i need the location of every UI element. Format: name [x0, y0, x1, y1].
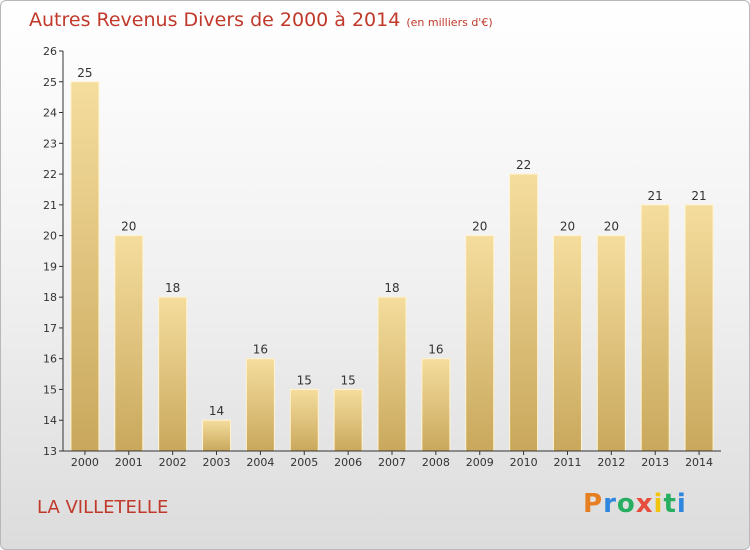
- bar: [552, 235, 582, 452]
- y-tick-label: 15: [43, 383, 57, 396]
- y-tick-label: 14: [43, 414, 57, 427]
- x-tick-label: 2006: [334, 456, 362, 469]
- bar: [640, 204, 670, 452]
- y-tick-label: 26: [43, 45, 57, 58]
- data-label: 21: [648, 189, 663, 203]
- data-label: 20: [560, 220, 575, 234]
- y-tick-label: 16: [43, 353, 57, 366]
- x-tick-label: 2002: [159, 456, 187, 469]
- data-label: 18: [384, 281, 399, 295]
- x-tick-label: 2000: [71, 456, 99, 469]
- x-tick-label: 2004: [246, 456, 274, 469]
- bar: [333, 388, 363, 452]
- data-label: 21: [691, 189, 706, 203]
- chart-title: Autres Revenus Divers de 2000 à 2014 (en …: [29, 9, 493, 31]
- x-tick-label: 2012: [597, 456, 625, 469]
- bar: [158, 296, 188, 452]
- logo-letter: i: [676, 489, 687, 519]
- y-tick-label: 22: [43, 168, 57, 181]
- axes: 13 14 15 16 17 18 19 20 21 22 23 24 25 26 2000 2001 2002…: [43, 45, 721, 469]
- logo-letter: o: [616, 489, 636, 519]
- bar: [70, 81, 100, 452]
- data-label: 20: [604, 220, 619, 234]
- data-label: 20: [472, 220, 487, 234]
- proxiti-logo: Proxiti: [583, 489, 687, 519]
- y-tick-label: 18: [43, 291, 57, 304]
- bar: [509, 173, 539, 452]
- bar: [114, 235, 144, 452]
- bar: [202, 419, 232, 452]
- x-tick-label: 2008: [422, 456, 450, 469]
- logo-letter: i: [653, 489, 664, 519]
- x-tick-label: 2007: [378, 456, 406, 469]
- bar: [684, 204, 714, 452]
- data-label: 15: [340, 373, 355, 387]
- title-text: Autres Revenus Divers de 2000 à 2014: [29, 9, 401, 31]
- title-unit: (en milliers d'€): [406, 16, 493, 29]
- y-tick-label: 19: [43, 260, 57, 273]
- bar: [465, 235, 495, 452]
- bar: [377, 296, 407, 452]
- x-tick-label: 2010: [510, 456, 538, 469]
- data-label: 16: [428, 343, 443, 357]
- y-tick-label: 24: [43, 107, 57, 120]
- x-tick-label: 2009: [466, 456, 494, 469]
- x-tick-label: 2011: [553, 456, 581, 469]
- bar: [421, 358, 451, 452]
- y-tick-label: 25: [43, 76, 57, 89]
- logo-letter: P: [583, 489, 604, 519]
- x-tick-label: 2013: [641, 456, 669, 469]
- y-tick-label: 20: [43, 230, 57, 243]
- location-label: LA VILLETELLE: [37, 497, 169, 518]
- x-tick-label: 2014: [685, 456, 713, 469]
- data-labels: 25 20 18 14 16 15 15 18 16 20 22 20 20 21 21: [77, 66, 706, 418]
- data-label: 16: [253, 343, 268, 357]
- data-label: 14: [209, 404, 224, 418]
- x-tick-label: 2003: [203, 456, 231, 469]
- x-tick-label: 2005: [290, 456, 318, 469]
- data-label: 15: [297, 373, 312, 387]
- logo-letter: x: [635, 489, 654, 519]
- bar: [289, 388, 319, 452]
- x-tick-label: 2001: [115, 456, 143, 469]
- y-tick-label: 17: [43, 322, 57, 335]
- y-tick-label: 21: [43, 199, 57, 212]
- y-tick-label: 13: [43, 445, 57, 458]
- logo-letter: r: [603, 489, 617, 519]
- bar: [596, 235, 626, 452]
- bar: [245, 358, 275, 452]
- data-label: 20: [121, 220, 136, 234]
- y-tick-label: 23: [43, 137, 57, 150]
- data-label: 25: [77, 66, 92, 80]
- bars: [70, 81, 714, 452]
- data-label: 18: [165, 281, 180, 295]
- data-label: 22: [516, 158, 531, 172]
- logo-letter: t: [663, 489, 677, 519]
